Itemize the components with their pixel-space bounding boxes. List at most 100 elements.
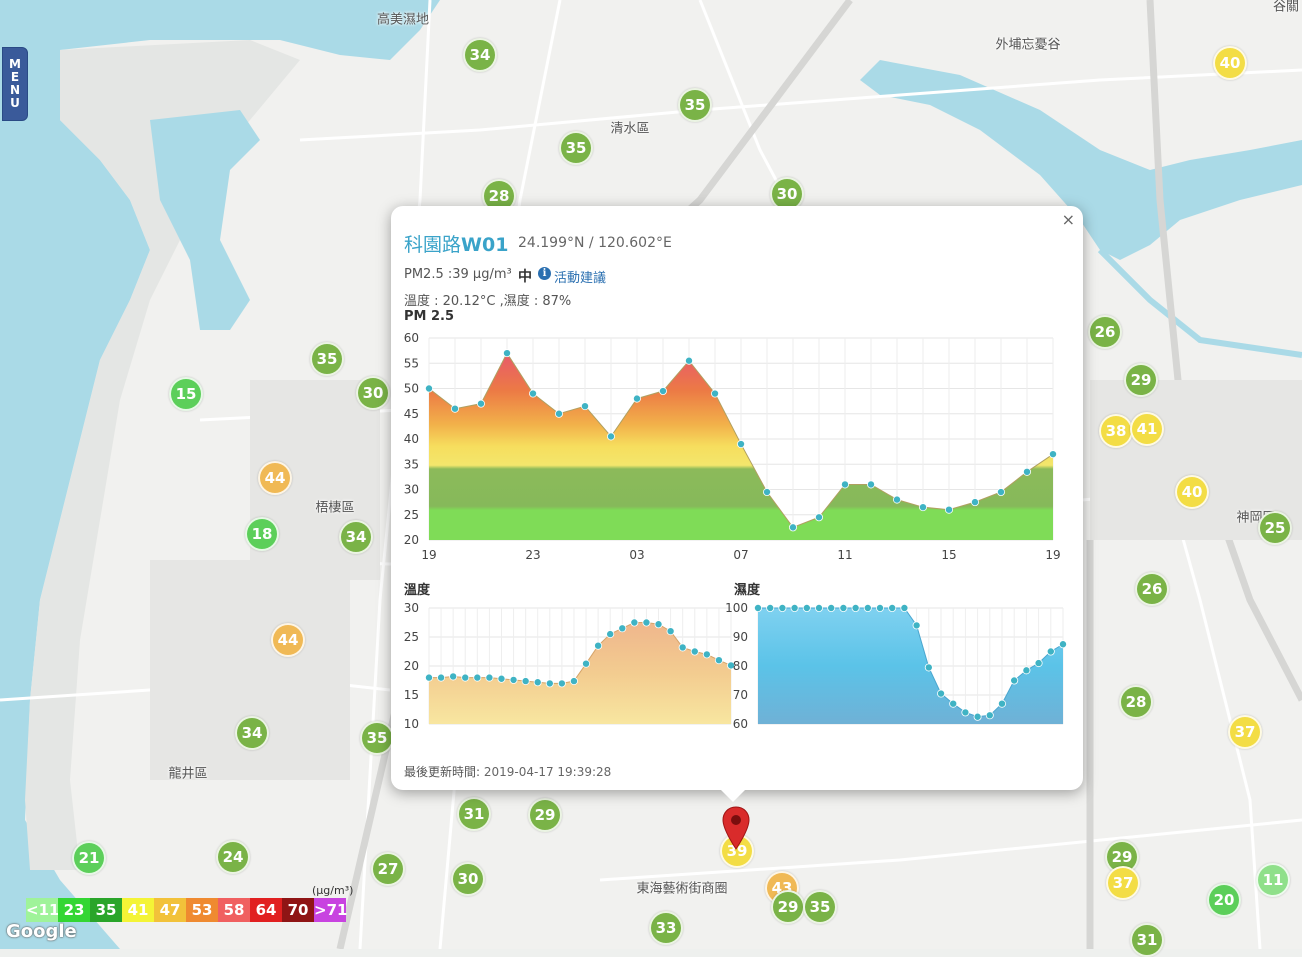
data-point[interactable] <box>678 643 687 652</box>
data-point[interactable] <box>919 503 928 512</box>
data-point[interactable] <box>1049 450 1058 459</box>
station-marker[interactable]: 35 <box>360 721 394 755</box>
data-point[interactable] <box>545 679 554 688</box>
station-marker[interactable]: 30 <box>356 376 390 410</box>
station-marker[interactable]: 31 <box>457 797 491 831</box>
station-marker[interactable]: 30 <box>770 177 804 211</box>
station-marker[interactable]: 15 <box>169 377 203 411</box>
data-point[interactable] <box>790 604 799 612</box>
data-point[interactable] <box>449 672 458 681</box>
station-marker[interactable]: 28 <box>1119 685 1153 719</box>
data-point[interactable] <box>736 440 745 449</box>
data-point[interactable] <box>726 661 735 670</box>
data-point[interactable] <box>594 641 603 650</box>
station-marker[interactable]: 37 <box>1228 715 1262 749</box>
data-point[interactable] <box>945 505 954 514</box>
station-marker[interactable]: 38 <box>1099 414 1133 448</box>
station-marker[interactable]: 35 <box>310 342 344 376</box>
info-icon[interactable]: i <box>538 267 551 280</box>
station-marker[interactable]: 21 <box>72 841 106 875</box>
data-point[interactable] <box>690 647 699 656</box>
data-point[interactable] <box>778 604 787 612</box>
station-marker[interactable]: 29 <box>528 798 562 832</box>
station-marker[interactable]: 34 <box>235 716 269 750</box>
station-marker[interactable]: 40 <box>1213 46 1247 80</box>
station-marker[interactable]: 26 <box>1135 572 1169 606</box>
data-point[interactable] <box>503 349 512 358</box>
data-point[interactable] <box>425 673 434 682</box>
station-marker[interactable]: 11 <box>1256 863 1290 897</box>
data-point[interactable] <box>949 699 958 708</box>
data-point[interactable] <box>1022 666 1031 675</box>
data-point[interactable] <box>802 604 811 612</box>
data-point[interactable] <box>684 356 693 365</box>
station-marker[interactable]: 29 <box>1124 363 1158 397</box>
data-point[interactable] <box>1023 467 1032 476</box>
data-point[interactable] <box>973 712 982 721</box>
data-point[interactable] <box>1010 676 1019 685</box>
data-point[interactable] <box>702 650 711 659</box>
data-point[interactable] <box>606 630 615 639</box>
data-point[interactable] <box>762 488 771 497</box>
station-marker[interactable]: 34 <box>339 520 373 554</box>
station-marker[interactable]: 44 <box>258 461 292 495</box>
data-point[interactable] <box>815 604 824 612</box>
station-marker[interactable]: 20 <box>1207 883 1241 917</box>
data-point[interactable] <box>839 604 848 612</box>
station-marker[interactable]: 39 <box>720 834 754 868</box>
data-point[interactable] <box>630 618 639 627</box>
data-point[interactable] <box>654 620 663 629</box>
station-marker[interactable]: 37 <box>1106 866 1140 900</box>
data-point[interactable] <box>461 673 470 682</box>
data-point[interactable] <box>924 663 933 672</box>
station-marker[interactable]: 25 <box>1258 511 1292 545</box>
data-point[interactable] <box>473 673 482 682</box>
data-point[interactable] <box>710 389 719 398</box>
data-point[interactable] <box>1058 640 1067 649</box>
data-point[interactable] <box>840 480 849 489</box>
station-marker[interactable]: 18 <box>245 517 279 551</box>
data-point[interactable] <box>875 604 884 612</box>
data-point[interactable] <box>1034 659 1043 668</box>
data-point[interactable] <box>521 677 530 686</box>
data-point[interactable] <box>997 699 1006 708</box>
data-point[interactable] <box>425 384 434 393</box>
data-point[interactable] <box>1046 647 1055 656</box>
station-marker[interactable]: 35 <box>678 88 712 122</box>
data-point[interactable] <box>892 495 901 504</box>
data-point[interactable] <box>866 480 875 489</box>
location-pin-icon[interactable] <box>722 806 750 850</box>
station-marker[interactable]: 30 <box>451 862 485 896</box>
data-point[interactable] <box>497 674 506 683</box>
station-marker[interactable]: 40 <box>1175 475 1209 509</box>
data-point[interactable] <box>509 675 518 684</box>
data-point[interactable] <box>936 689 945 698</box>
data-point[interactable] <box>451 404 460 413</box>
station-marker[interactable]: 35 <box>803 890 837 924</box>
data-point[interactable] <box>658 387 667 396</box>
data-point[interactable] <box>851 604 860 612</box>
station-marker[interactable]: 44 <box>271 623 305 657</box>
data-point[interactable] <box>557 679 566 688</box>
data-point[interactable] <box>888 604 897 612</box>
data-point[interactable] <box>900 604 909 612</box>
data-point[interactable] <box>642 618 651 627</box>
data-point[interactable] <box>606 432 615 441</box>
data-point[interactable] <box>485 673 494 682</box>
data-point[interactable] <box>580 402 589 411</box>
data-point[interactable] <box>477 399 486 408</box>
data-point[interactable] <box>533 678 542 687</box>
close-button[interactable]: × <box>1061 210 1075 229</box>
data-point[interactable] <box>754 604 763 612</box>
station-marker[interactable]: 35 <box>559 131 593 165</box>
station-marker[interactable]: 33 <box>649 911 683 945</box>
data-point[interactable] <box>714 656 723 665</box>
activity-advice-link[interactable]: 活動建議 <box>554 271 607 286</box>
data-point[interactable] <box>827 604 836 612</box>
station-marker[interactable]: 29 <box>771 890 805 924</box>
data-point[interactable] <box>788 523 797 532</box>
data-point[interactable] <box>863 604 872 612</box>
station-marker[interactable]: 34 <box>463 38 497 72</box>
data-point[interactable] <box>618 624 627 633</box>
